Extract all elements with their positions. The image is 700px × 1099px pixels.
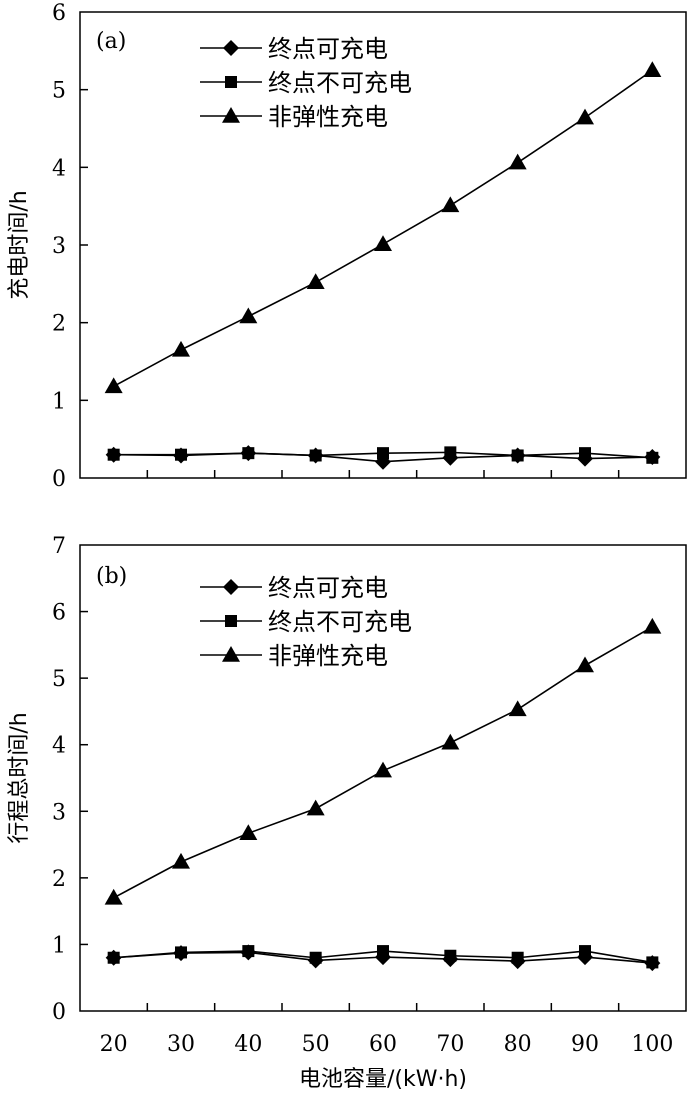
- data-point-square: [579, 945, 591, 958]
- legend-label: 终点不可充电: [268, 608, 412, 636]
- data-point-square: [579, 447, 591, 460]
- legend-marker-diamond: [223, 579, 239, 595]
- data-point-triangle: [508, 700, 527, 717]
- legend-label: 非弹性充电: [268, 103, 388, 131]
- y-tick-label: 0: [52, 1000, 66, 1025]
- data-point-triangle: [172, 852, 190, 869]
- data-point-square: [511, 951, 524, 964]
- data-point-square: [175, 448, 187, 461]
- legend-label: 终点可充电: [268, 574, 388, 602]
- series-b: [104, 617, 662, 972]
- data-point-triangle: [239, 824, 258, 841]
- x-axis-title-b: 电池容量/(kW·h): [299, 1067, 467, 1092]
- data-point-triangle: [239, 307, 258, 324]
- x-tick-label: 50: [302, 1032, 330, 1057]
- y-tick-label: 4: [52, 156, 66, 181]
- data-point-triangle: [576, 108, 594, 125]
- y-tick-label: 5: [52, 667, 66, 692]
- x-tick-label: 100: [631, 1032, 673, 1057]
- x-tick-label: 70: [436, 1032, 464, 1057]
- y-tick-label: 4: [52, 734, 66, 759]
- data-point-square: [107, 448, 120, 461]
- data-point-triangle: [374, 761, 392, 778]
- data-point-square: [107, 951, 120, 964]
- data-point-square: [646, 451, 659, 464]
- xticks-b: 20 30 40 50 60 70 80 90 100: [100, 1003, 673, 1057]
- y-tick-label: 5: [52, 79, 66, 104]
- plot-frame-b: [79, 544, 687, 1012]
- xticks-a: [146, 470, 620, 478]
- y-tick-label: 3: [52, 800, 66, 825]
- data-point-triangle: [441, 733, 460, 750]
- x-tick-label: 60: [369, 1032, 397, 1057]
- x-tick-label: 80: [504, 1032, 532, 1057]
- x-tick-label: 40: [234, 1032, 262, 1057]
- data-point-square: [242, 447, 255, 460]
- series-a: [104, 61, 662, 470]
- legend-marker-square: [225, 76, 237, 88]
- panel-label-b: (b): [96, 564, 127, 589]
- data-point-triangle: [306, 799, 325, 816]
- x-tick-label: 30: [167, 1032, 195, 1057]
- legend-marker-triangle: [222, 646, 240, 662]
- legend-marker-diamond: [223, 40, 239, 56]
- data-point-square: [175, 946, 187, 959]
- data-point-square: [444, 446, 457, 459]
- data-point-square: [309, 449, 322, 462]
- legend-label: 终点可充电: [268, 35, 388, 63]
- data-point-triangle: [508, 153, 527, 170]
- yticks-b: 0 1 2 3 4 5 6 7: [52, 534, 88, 1025]
- y-tick-label: 2: [52, 867, 66, 892]
- x-tick-label: 20: [100, 1032, 128, 1057]
- data-point-triangle: [643, 617, 662, 634]
- data-point-square: [309, 951, 322, 964]
- data-point-triangle: [576, 656, 594, 673]
- y-axis-title-a: 充电时间/h: [7, 190, 32, 299]
- data-point-triangle: [441, 196, 460, 213]
- data-point-triangle: [104, 888, 123, 905]
- data-point-square: [377, 447, 389, 460]
- data-point-triangle: [374, 235, 392, 251]
- panel-label-a: (a): [96, 29, 126, 54]
- y-tick-label: 3: [52, 234, 66, 259]
- legend-label: 终点不可充电: [268, 69, 412, 97]
- y-tick-label: 6: [52, 601, 66, 626]
- data-point-square: [646, 956, 659, 969]
- legend-marker-square: [225, 615, 237, 627]
- y-tick-label: 6: [52, 1, 66, 26]
- legend-marker-triangle: [222, 107, 240, 123]
- data-point-triangle: [172, 340, 190, 357]
- data-point-triangle: [104, 377, 123, 394]
- data-point-square: [242, 945, 255, 958]
- yticks-a: 0 1 2 3 4 5 6: [52, 1, 88, 492]
- data-point-square: [444, 949, 457, 962]
- y-tick-label: 0: [52, 467, 66, 492]
- y-tick-label: 2: [52, 312, 66, 337]
- y-tick-label: 1: [52, 389, 66, 414]
- legend-label: 非弹性充电: [268, 642, 388, 670]
- y-axis-title-b: 行程总时间/h: [7, 712, 32, 843]
- data-point-square: [511, 449, 524, 462]
- data-point-square: [377, 945, 389, 958]
- y-tick-label: 1: [52, 933, 66, 958]
- x-tick-label: 90: [571, 1032, 599, 1057]
- y-tick-label: 7: [52, 534, 66, 559]
- data-point-triangle: [306, 273, 325, 290]
- data-point-triangle: [643, 61, 662, 77]
